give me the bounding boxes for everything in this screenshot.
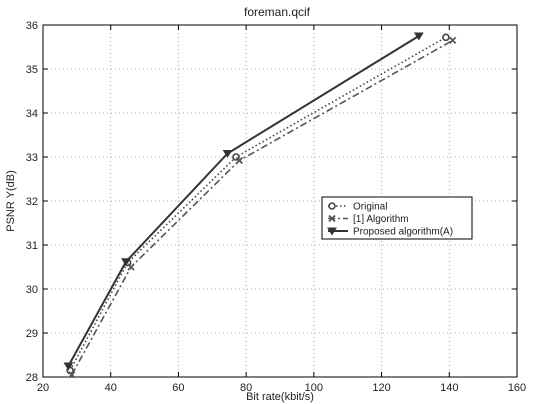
y-tick-label: 30 xyxy=(26,284,38,296)
data-point xyxy=(222,149,233,158)
series-line-0 xyxy=(69,36,447,371)
y-tick-label: 29 xyxy=(26,328,38,340)
legend-marker xyxy=(328,214,336,223)
x-axis-label: Bit rate(kbit/s) xyxy=(246,391,314,403)
x-tick-label: 20 xyxy=(37,382,49,394)
series-group xyxy=(63,32,457,379)
x-tick-label: 40 xyxy=(105,382,117,394)
legend-entry: Original xyxy=(353,202,387,213)
legend-entry: Proposed algorithm(A) xyxy=(353,227,453,238)
y-tick-label: 35 xyxy=(26,64,38,76)
series-line-2 xyxy=(67,35,420,367)
x-tick-label: 60 xyxy=(172,382,184,394)
x-tick-label: 140 xyxy=(440,382,458,394)
x-tick-label: 80 xyxy=(240,382,252,394)
y-tick-label: 34 xyxy=(26,108,38,120)
chart-title: foreman.qcif xyxy=(244,5,311,19)
legend-marker xyxy=(328,202,336,210)
data-point xyxy=(127,263,135,271)
y-tick-label: 31 xyxy=(26,240,38,252)
data-point xyxy=(235,156,244,165)
axis-ticks: 20 40 60 80 100 120 140 160 28 29 30 31 32 33 34 35 36 xyxy=(26,20,526,394)
series-line-1 xyxy=(71,39,454,376)
data-point xyxy=(121,258,131,267)
x-tick-label: 100 xyxy=(305,382,323,394)
legend-marker xyxy=(327,227,337,236)
y-tick-label: 28 xyxy=(26,372,38,384)
data-point xyxy=(449,36,457,45)
data-point xyxy=(442,33,450,42)
legend-entry: [1] Algorithm xyxy=(353,214,409,225)
y-axis-label: PSNR Y(dB) xyxy=(5,170,17,232)
y-tick-label: 36 xyxy=(26,20,38,32)
x-tick-label: 160 xyxy=(508,382,526,394)
data-point xyxy=(63,362,74,371)
series-1 xyxy=(68,36,457,379)
series-2 xyxy=(63,32,424,371)
data-point xyxy=(68,371,76,379)
y-tick-label: 32 xyxy=(26,196,38,208)
y-tick-label: 33 xyxy=(26,152,38,164)
x-tick-label: 120 xyxy=(372,382,390,394)
data-point xyxy=(413,32,424,41)
legend: Original[1] Algorithm Proposed algorithm(… xyxy=(321,196,473,240)
